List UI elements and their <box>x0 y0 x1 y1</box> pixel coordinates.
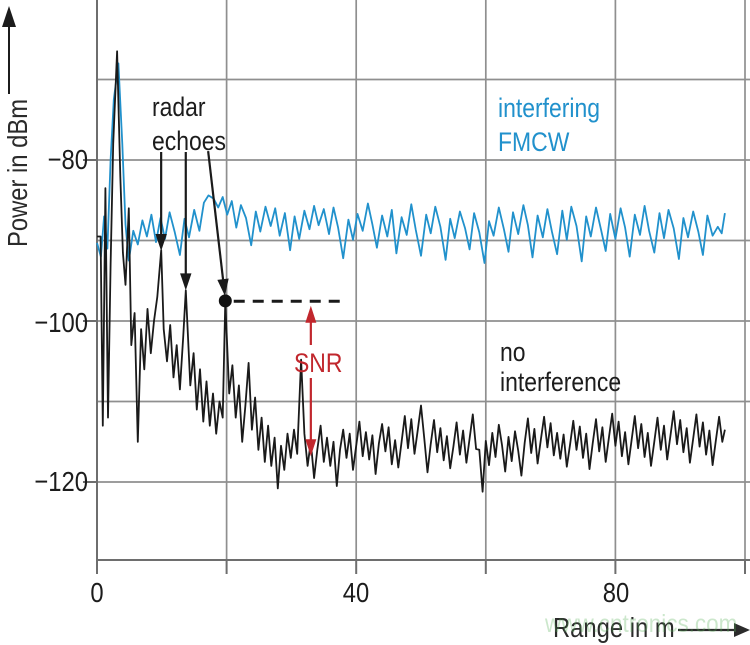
y-tick-label-120: −120 <box>34 465 88 497</box>
trace-interfering-fmcw <box>96 62 726 264</box>
radar-echoes-label-line1: radar <box>152 92 206 122</box>
chart-annotations <box>155 151 342 457</box>
x-axis-title: Range in m <box>553 611 675 643</box>
snr-label: SNR <box>294 348 342 378</box>
no-interference-label-line1: no <box>500 337 526 367</box>
up-arrow-icon <box>2 6 16 27</box>
axes <box>83 0 750 574</box>
no-interference-label-line2: interference <box>500 367 621 397</box>
echo-marker-dot <box>218 294 232 308</box>
radar-echo-arrow-3-head <box>217 278 229 297</box>
traces <box>96 50 726 493</box>
trace-no-interference <box>97 50 726 493</box>
radar-echo-arrow-1-head <box>155 233 167 251</box>
radar-echoes-label-line2: echoes <box>152 126 226 156</box>
radar-echo-arrow-2-head <box>180 273 192 291</box>
x-tick-label-40: 40 <box>343 576 369 608</box>
x-tick-label-80: 80 <box>603 576 629 608</box>
right-arrow-icon <box>734 623 750 637</box>
y-tick-label-80: −80 <box>48 143 88 175</box>
x-tick-label-0: 0 <box>90 576 103 608</box>
x-axis-title-group: Range in m www.cntronics.com <box>544 610 750 643</box>
interfering-fmcw-label-line2: FMCW <box>498 127 570 157</box>
watermark-text: www.cntronics.com <box>544 610 737 638</box>
radar-echo-arrow-3-stem <box>207 151 225 282</box>
grid-lines <box>96 0 750 560</box>
snr-arrow-top-head <box>305 305 317 323</box>
interfering-fmcw-label-line1: interfering <box>498 93 600 123</box>
snr-arrow-bottom-head <box>305 439 317 457</box>
y-axis-title: Power in dBm <box>1 99 33 247</box>
y-axis-title-group: Power in dBm <box>1 6 33 247</box>
y-tick-label-100: −100 <box>34 306 88 338</box>
